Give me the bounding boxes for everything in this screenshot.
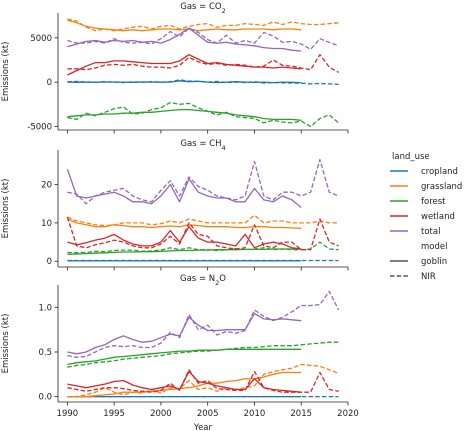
panel-1: Gas = CO2 -5000 0 5000 Emissions (kt) [1,2,349,134]
series-grassland-goblin [67,218,302,229]
legend: land_use cropland grassland forest wetland to… [390,152,462,282]
series-grassland-nir [67,363,339,398]
legend-title-model: model [421,242,447,252]
panel-title: Gas = N2O [180,274,226,287]
x-tick-label: 2010 [244,409,266,419]
legend-label-goblin: goblin [421,257,447,267]
panel-3: Gas = N2O 0.0 0.5 1.0 1990 1995 2000 2005 2010 20… [1,274,359,419]
x-tick-label: 2015 [290,409,312,419]
legend-label-wetland: wetland [421,212,455,222]
series-grassland-nir [67,214,339,227]
series-total-nir [67,290,340,358]
x-tick-label: 2005 [197,409,219,419]
series-wetland-nir [67,54,339,73]
series-forest-nir [67,341,339,368]
y-tick-label: 0 [47,257,52,267]
series-total-nir [67,158,339,205]
series-total-goblin [67,27,302,52]
series-forest-nir [67,241,339,254]
y-tick-label: 0.5 [38,348,52,358]
legend-label-cropland: cropland [421,167,458,177]
legend-label-nir: NIR [421,272,436,282]
y-axis-label: Emissions (kt) [1,42,11,102]
series-forest-goblin [67,348,302,366]
x-tick-label: 2020 [337,409,359,419]
y-tick-label: 10 [41,219,52,229]
panel-title-subscript: 2 [222,7,226,15]
y-tick-label: 5000 [30,34,52,44]
series-total-goblin [67,312,302,355]
y-tick-label: 1.0 [38,303,52,313]
series-wetland-goblin [67,226,302,250]
legend-label-forest: forest [421,197,446,207]
y-axis-label: Emissions (kt) [1,314,11,374]
panel-title-main: Gas = N [180,274,215,284]
series-wetland-goblin [67,54,302,76]
panel-title: Gas = CH4 [180,139,225,152]
y-tick-label: 0.0 [38,393,52,403]
panel-title-main: Gas = CH [180,139,221,149]
x-axis-label: Year [193,423,213,431]
panel-title: Gas = CO2 [180,2,226,15]
legend-label-grassland: grassland [421,182,462,192]
panel-title-subscript: 4 [221,144,225,152]
x-tick-label: 1990 [57,409,79,419]
series-grassland-nir [67,18,339,32]
legend-label-total: total [421,227,440,237]
series-total-goblin [66,168,302,209]
x-tick-label: 2000 [150,409,172,419]
series-wetland-nir [67,369,339,393]
y-tick-label: -5000 [27,122,52,132]
series-wetland-nir [66,216,339,251]
panel-2: Gas = CH4 0 10 20 Emissions (kt) [1,139,349,271]
x-tick-label: 1995 [103,409,125,419]
series-forest-nir [67,101,340,128]
panel-title-main: Gas = CO [180,2,222,12]
series-forest-goblin [67,248,302,255]
y-tick-label: 0 [47,78,52,88]
legend-title-land-use: land_use [392,152,430,162]
series-forest-goblin [67,108,302,121]
series-cropland-nir [67,79,339,86]
series-grassland-goblin [67,371,302,398]
series-total-nir [67,27,339,50]
panel-title-suffix: O [219,274,226,284]
y-tick-label: 20 [41,181,52,191]
panel-title-subscript: 2 [215,279,219,287]
y-axis-label: Emissions (kt) [1,179,11,239]
